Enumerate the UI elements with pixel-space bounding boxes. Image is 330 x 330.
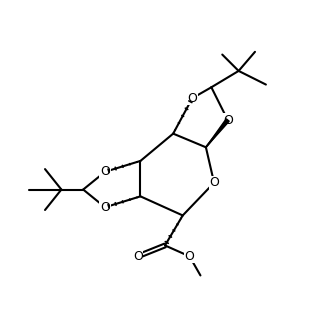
Text: O: O <box>187 92 197 105</box>
Text: O: O <box>100 201 110 214</box>
Text: O: O <box>184 250 194 263</box>
Text: O: O <box>209 176 219 189</box>
Text: O: O <box>223 114 233 126</box>
Text: O: O <box>133 250 143 263</box>
Text: O: O <box>100 165 110 178</box>
Polygon shape <box>206 119 229 147</box>
